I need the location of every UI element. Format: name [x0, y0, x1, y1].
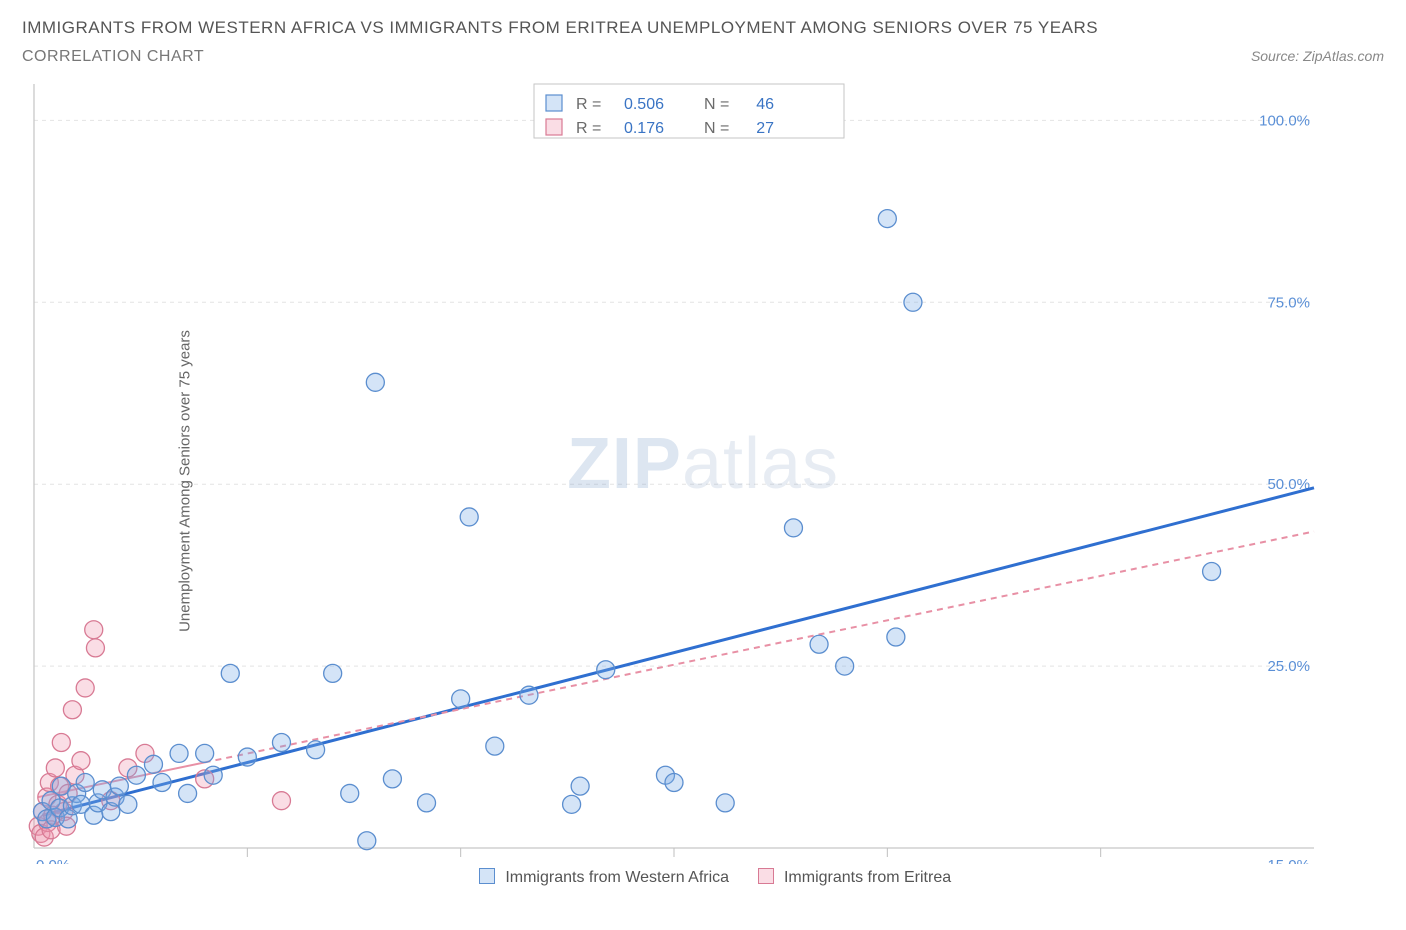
- svg-text:N =: N =: [704, 96, 729, 113]
- svg-text:27: 27: [756, 120, 774, 137]
- chart-title: IMMIGRANTS FROM WESTERN AFRICA VS IMMIGR…: [22, 18, 1384, 38]
- chart-area: Unemployment Among Seniors over 75 years…: [22, 74, 1384, 887]
- legend-swatch-series-0: [479, 868, 495, 884]
- svg-text:R =: R =: [576, 120, 601, 137]
- svg-text:46: 46: [756, 96, 774, 113]
- legend-label-series-0: Immigrants from Western Africa: [505, 869, 729, 886]
- svg-text:15.0%: 15.0%: [1267, 857, 1310, 864]
- legend-label-series-1: Immigrants from Eritrea: [784, 869, 951, 886]
- svg-text:25.0%: 25.0%: [1267, 658, 1310, 675]
- scatter-chart: 25.0%50.0%75.0%100.0%0.0%15.0%R =0.506N …: [22, 74, 1322, 864]
- svg-text:75.0%: 75.0%: [1267, 294, 1310, 311]
- svg-text:R =: R =: [576, 96, 601, 113]
- header: IMMIGRANTS FROM WESTERN AFRICA VS IMMIGR…: [22, 18, 1384, 66]
- svg-text:100.0%: 100.0%: [1259, 112, 1310, 129]
- source-label: Source: ZipAtlas.com: [1251, 48, 1384, 64]
- chart-subtitle: CORRELATION CHART: [22, 48, 204, 66]
- svg-text:N =: N =: [704, 120, 729, 137]
- svg-text:0.0%: 0.0%: [36, 857, 70, 864]
- legend-swatch-series-1: [758, 868, 774, 884]
- y-axis-title: Unemployment Among Seniors over 75 years: [176, 330, 193, 632]
- svg-text:0.176: 0.176: [624, 120, 664, 137]
- legend-bottom: Immigrants from Western Africa Immigrant…: [22, 868, 1384, 887]
- svg-text:0.506: 0.506: [624, 96, 664, 113]
